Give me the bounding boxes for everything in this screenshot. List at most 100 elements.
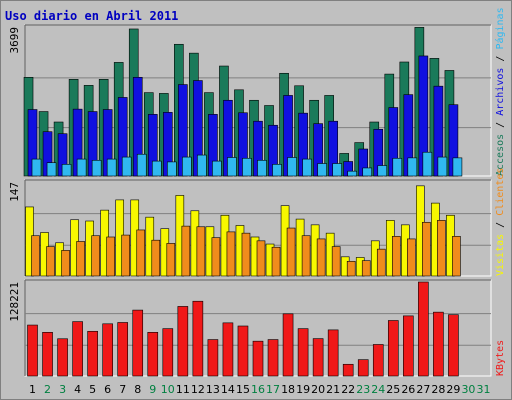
bar-paginas-day-22	[347, 170, 357, 177]
bar-paginas-day-17	[272, 164, 282, 177]
legend-clientes: Clientes	[495, 168, 506, 216]
bar-clientes-day-24	[376, 248, 386, 277]
bar-paginas-day-14	[227, 157, 237, 177]
x-tick-label: 13	[206, 383, 220, 396]
bar-kbytes-day-17	[267, 339, 279, 377]
bar-clientes-day-22	[346, 260, 356, 277]
bar-kbytes-day-15	[237, 325, 249, 377]
x-tick-label: 31	[476, 383, 490, 396]
bar-paginas-day-15	[242, 157, 252, 177]
chart-title: Uso diario en Abril 2011	[5, 9, 178, 23]
bar-paginas-day-23	[362, 167, 373, 177]
bar-clientes-day-25	[391, 236, 401, 277]
legend-archivos: Archivos	[495, 68, 506, 116]
bar-kbytes-day-2	[42, 332, 53, 377]
bar-clientes-day-17	[271, 246, 281, 277]
bar-clientes-day-10	[166, 243, 176, 277]
legend-paginas: Páginas	[494, 7, 506, 49]
bar-clientes-day-9	[151, 239, 161, 277]
x-tick-label: 10	[161, 383, 175, 396]
bar-paginas-day-28	[437, 156, 448, 177]
bar-kbytes-day-12	[192, 300, 204, 377]
bar-paginas-day-26	[407, 157, 418, 177]
series-clientes	[31, 220, 461, 277]
bar-kbytes-day-21	[327, 329, 339, 377]
bar-paginas-day-9	[151, 160, 162, 177]
bar-paginas-day-19	[302, 158, 312, 177]
bar-paginas-day-20	[317, 163, 327, 177]
series-kbytes	[27, 281, 459, 377]
legend-group-3: KBytes	[495, 340, 506, 376]
series-visitas	[25, 185, 455, 277]
bar-kbytes-day-6	[102, 323, 113, 377]
bar-clientes-day-7	[121, 234, 131, 277]
bar-clientes-day-5	[91, 235, 100, 277]
legend-group-2: Visitas / Clientes	[495, 168, 506, 276]
x-tick-label: 30	[461, 383, 475, 396]
x-tick-label: 17	[266, 383, 280, 396]
bar-clientes-day-18	[286, 227, 296, 277]
bar-clientes-day-23	[361, 260, 371, 277]
bar-kbytes-day-25	[387, 320, 399, 377]
x-tick-label: 6	[104, 383, 111, 396]
bar-kbytes-day-10	[162, 328, 174, 377]
x-tick-label: 22	[341, 383, 355, 396]
x-tick-label: 21	[326, 383, 340, 396]
x-tick-label: 29	[446, 383, 460, 396]
x-tick-label: 20	[311, 383, 325, 396]
bar-paginas-day-13	[212, 160, 222, 177]
x-tick-label: 4	[74, 383, 81, 396]
legend-separator: /	[495, 116, 506, 134]
bar-kbytes-day-28	[433, 311, 444, 377]
x-tick-label: 23	[356, 383, 370, 396]
bar-clientes-day-1	[31, 235, 40, 277]
series-archivos	[27, 55, 459, 177]
legend-kbytes: KBytes	[495, 340, 506, 376]
y-max-label: 147	[8, 182, 21, 202]
bar-clientes-day-26	[407, 238, 416, 277]
bar-paginas-day-16	[257, 159, 267, 177]
bar-paginas-day-21	[332, 163, 342, 177]
bar-kbytes-day-9	[147, 332, 159, 377]
series-paginas	[31, 151, 463, 177]
bar-clientes-day-14	[226, 231, 236, 277]
bar-kbytes-day-26	[403, 315, 414, 377]
x-tick-label: 9	[149, 383, 156, 396]
panel-1: 3699	[8, 24, 492, 177]
bar-clientes-day-2	[46, 246, 55, 277]
panel-2: 147	[8, 179, 492, 277]
bar-clientes-day-12	[196, 226, 206, 277]
bar-clientes-day-28	[437, 220, 446, 277]
bar-paginas-day-3	[61, 164, 72, 177]
bar-kbytes-day-4	[72, 321, 83, 377]
bar-clientes-day-6	[106, 236, 115, 277]
bar-paginas-day-27	[422, 151, 433, 177]
x-tick-label: 2	[44, 383, 51, 396]
bar-clientes-day-21	[331, 246, 341, 277]
bar-clientes-day-29	[452, 236, 461, 277]
bar-kbytes-day-18	[282, 313, 294, 377]
bar-kbytes-day-20	[312, 338, 324, 377]
bar-clientes-day-20	[316, 238, 326, 277]
x-tick-label: 3	[59, 383, 66, 396]
bar-kbytes-day-29	[448, 314, 459, 377]
x-axis-ticks: 1 2 3 4 5 6 7 8 9 10 11 12 13 14 15 16 17 18 19 20 21 22 23 24 2…	[29, 383, 490, 396]
bar-kbytes-day-22	[342, 363, 354, 377]
bar-kbytes-day-23	[357, 359, 369, 377]
x-tick-label: 24	[371, 383, 385, 396]
bar-paginas-day-2	[46, 162, 57, 177]
bar-kbytes-day-11	[177, 306, 189, 377]
legend-separator: /	[495, 50, 506, 68]
bar-kbytes-day-3	[57, 338, 68, 377]
bar-paginas-day-24	[377, 165, 388, 177]
bar-kbytes-day-24	[372, 344, 384, 377]
x-tick-label: 28	[431, 383, 445, 396]
x-tick-label: 8	[134, 383, 141, 396]
legend-visitas: Visitas	[495, 234, 506, 276]
bar-clientes-day-19	[301, 235, 311, 277]
bar-clientes-day-8	[136, 229, 146, 277]
bar-clientes-day-11	[181, 225, 191, 277]
x-tick-label: 14	[221, 383, 235, 396]
x-tick-label: 25	[386, 383, 400, 396]
x-tick-label: 5	[89, 383, 96, 396]
